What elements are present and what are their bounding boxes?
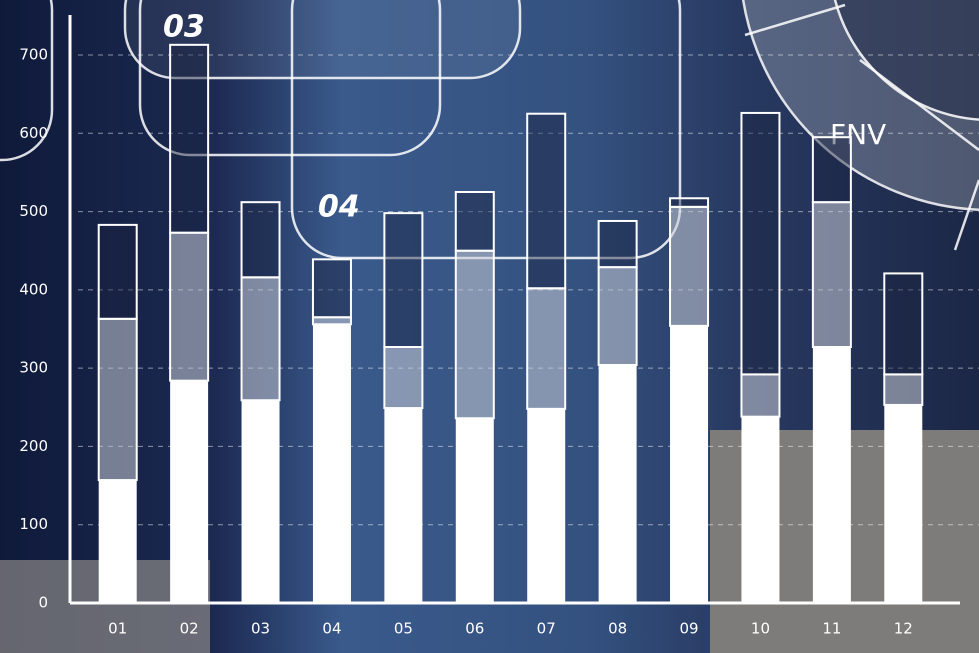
x-tick-label: 08 <box>608 620 627 638</box>
bar-segment <box>526 112 567 290</box>
x-tick-label: 01 <box>108 620 127 638</box>
bar-segment <box>311 316 352 326</box>
x-tick-label: 07 <box>537 620 556 638</box>
bar-segment <box>384 408 423 603</box>
x-tick-label: 05 <box>394 620 413 638</box>
y-tick-label: 100 <box>19 515 48 533</box>
bar-segment <box>884 404 923 603</box>
bar-segment <box>454 249 495 420</box>
bar-segment <box>811 136 852 204</box>
x-tick-label: 03 <box>251 620 270 638</box>
bar-segment <box>455 418 494 603</box>
bar-segment <box>883 272 924 376</box>
bar-segment <box>669 205 710 327</box>
y-tick-label: 700 <box>19 46 48 64</box>
bar-segment <box>312 324 351 603</box>
deco-frame <box>123 0 522 80</box>
bar-segment <box>597 266 638 367</box>
bar-segment <box>169 43 210 234</box>
deco-ring <box>833 0 979 121</box>
bar-segment <box>98 480 137 603</box>
x-tick-label: 10 <box>751 620 770 638</box>
bar-segment <box>311 258 352 319</box>
deco-divider <box>953 179 979 251</box>
annotation: FNV <box>830 118 886 151</box>
bar-segment <box>241 400 280 603</box>
deco-divider <box>744 3 846 37</box>
y-tick-label: 600 <box>19 124 48 142</box>
deco-frame <box>138 0 442 157</box>
y-tick-label: 300 <box>19 359 48 377</box>
deco-frame <box>0 0 54 162</box>
x-tick-label: 12 <box>894 620 913 638</box>
bar-segment <box>97 317 138 482</box>
bar-segment <box>383 346 424 410</box>
bar-segment <box>383 212 424 349</box>
deco-divider <box>859 59 979 151</box>
bar-segment <box>240 276 281 402</box>
bar-segment <box>526 287 567 410</box>
x-tick-label: 09 <box>679 620 698 638</box>
y-tick-label: 400 <box>19 280 48 298</box>
x-tick-label: 04 <box>322 620 341 638</box>
bar-segment <box>598 365 637 603</box>
x-tick-label: 11 <box>822 620 841 638</box>
bar-segment <box>454 191 495 252</box>
bar-segment <box>740 111 781 376</box>
bar-segment <box>597 219 638 269</box>
annotation: 03 <box>163 10 205 45</box>
bar-segment <box>170 380 209 603</box>
bar-segment <box>811 201 852 349</box>
bar-segment <box>670 325 709 603</box>
bar-segment <box>527 408 566 603</box>
y-tick-label: 0 <box>38 594 48 612</box>
bar-segment <box>812 347 851 603</box>
y-tick-label: 500 <box>19 202 48 220</box>
bar-segment <box>669 197 710 208</box>
bar-segment <box>883 373 924 406</box>
y-tick-label: 200 <box>19 437 48 455</box>
bar-segment <box>740 373 781 418</box>
bar-segment <box>240 201 281 279</box>
x-tick-label: 02 <box>180 620 199 638</box>
annotation: 04 <box>318 190 360 225</box>
x-tick-label: 06 <box>465 620 484 638</box>
bar-segment <box>741 416 780 603</box>
deco-ring <box>742 0 979 211</box>
bar-segment <box>169 231 210 382</box>
bar-segment <box>97 223 138 320</box>
